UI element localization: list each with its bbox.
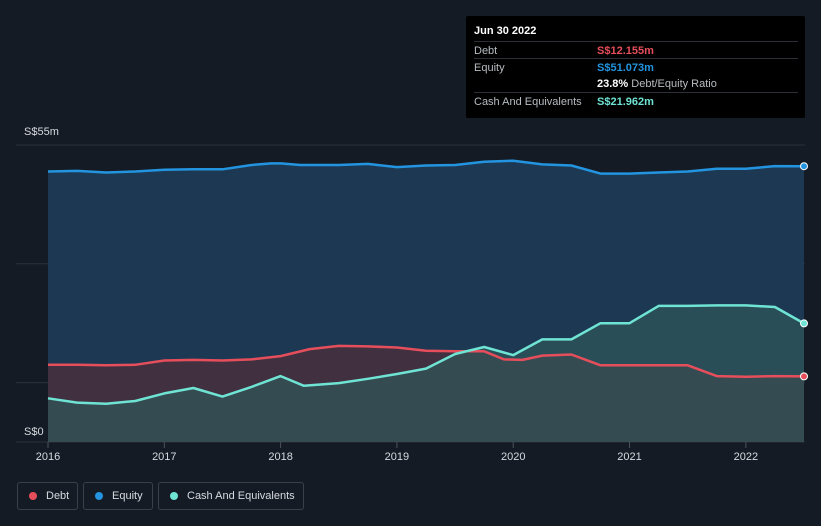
y-axis-zero-label: S$0 (24, 426, 44, 438)
x-tick-label: 2021 (617, 451, 641, 463)
tooltip-panel: Jun 30 2022 Debt S$12.155m Equity S$51.0… (466, 16, 805, 118)
legend-dot-icon (170, 492, 178, 500)
tooltip-row-equity: Equity S$51.073m (474, 58, 798, 75)
axis-labels: S$55m S$0 2016 2017 2018 2019 2020 2021 2022 (24, 126, 758, 463)
legend-item-debt[interactable]: Debt (17, 482, 78, 510)
end-marker-debt (800, 372, 808, 381)
ratio-value-wrap: 23.8% Debt/Equity Ratio (597, 78, 717, 90)
x-tick-label: 2016 (36, 451, 60, 463)
x-tick-label: 2019 (385, 451, 409, 463)
end-marker-equity (800, 162, 808, 171)
series-end-markers (800, 162, 808, 381)
tooltip-row-debt: Debt S$12.155m (474, 41, 798, 58)
tooltip-label: Equity (474, 62, 505, 74)
tooltip-suffix: Debt/Equity Ratio (631, 78, 717, 90)
line-equity (47, 159, 805, 175)
tooltip-value: S$12.155m (597, 45, 654, 57)
tooltip-value: S$21.962m (597, 96, 654, 108)
legend-label: Cash And Equivalents (187, 490, 295, 502)
area-cash-and-equivalents (48, 305, 804, 442)
line-cash-and-equivalents (47, 304, 805, 405)
tooltip-value: S$51.073m (597, 62, 654, 74)
legend-dot-icon (29, 492, 37, 500)
legend-label: Debt (46, 490, 70, 502)
legend-item-equity[interactable]: Equity (83, 482, 153, 510)
end-marker-cash-and-equivalents (800, 319, 808, 328)
legend-item-cash[interactable]: Cash And Equivalents (158, 482, 304, 510)
series-areas (48, 160, 804, 442)
x-tick-label: 2018 (268, 451, 292, 463)
line-debt (48, 344, 805, 378)
tooltip-row-cash: Cash And Equivalents S$21.962m (474, 92, 798, 109)
tooltip-label: Debt (474, 45, 498, 57)
x-tick-label: 2017 (152, 451, 176, 463)
legend-dot-icon (95, 492, 103, 500)
tooltip-date: Jun 30 2022 (474, 25, 537, 37)
tooltip-label: Cash And Equivalents (474, 96, 582, 108)
tooltip-value: 23.8% (597, 78, 629, 90)
legend-label: Equity (112, 490, 143, 502)
tooltip-row-ratio: 23.8% Debt/Equity Ratio (474, 75, 798, 91)
x-tick-label: 2020 (501, 451, 525, 463)
x-tick-label: 2022 (734, 451, 758, 463)
series-lines (47, 159, 805, 405)
y-axis-top-label: S$55m (24, 126, 59, 138)
